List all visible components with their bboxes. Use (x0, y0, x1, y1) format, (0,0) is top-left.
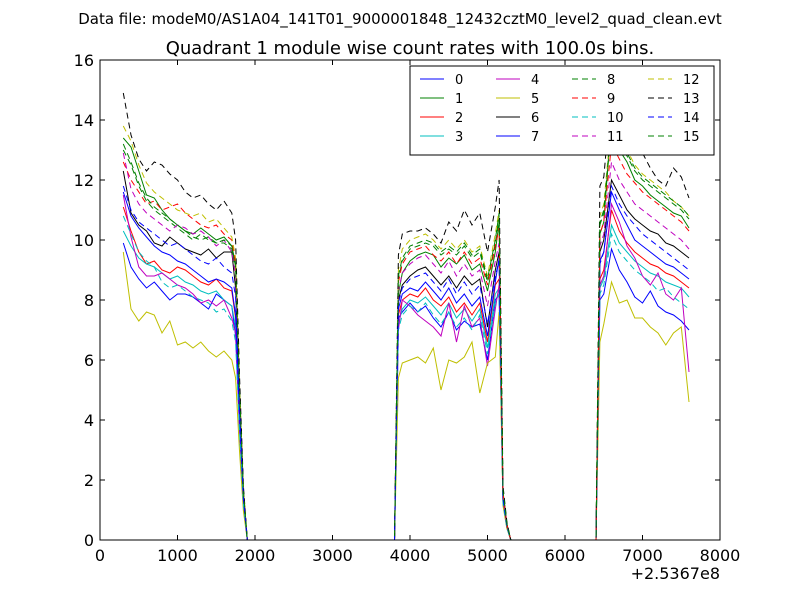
x-tick-label: 1000 (157, 546, 198, 565)
axis-layer: 0 1000 2000 3000 4000 5000 6000 7000 80000246810… (74, 51, 741, 565)
y-tick-label: 0 (84, 531, 94, 550)
series-line-5 (122, 251, 690, 540)
legend-label-15: 15 (683, 130, 700, 145)
series-layer (122, 89, 690, 540)
legend-label-3: 3 (455, 130, 463, 145)
y-tick-label: 8 (84, 291, 94, 310)
legend-label-0: 0 (455, 73, 463, 88)
legend-label-10: 10 (607, 111, 624, 126)
legend-label-2: 2 (455, 111, 463, 126)
x-tick-label: 4000 (390, 546, 431, 565)
x-offset-label: +2.5367e8 (631, 564, 720, 583)
series-line-12 (122, 119, 690, 540)
series-line-3 (122, 223, 690, 540)
legend-label-7: 7 (531, 130, 539, 145)
series-line-2 (122, 206, 690, 540)
y-tick-label: 4 (84, 411, 94, 430)
series-line-4 (122, 194, 690, 540)
y-tick-label: 2 (84, 471, 94, 490)
legend-label-8: 8 (607, 73, 615, 88)
legend-label-11: 11 (607, 130, 624, 145)
x-tick-label: 2000 (235, 546, 276, 565)
y-tick-label: 16 (74, 51, 94, 70)
legend-label-13: 13 (683, 92, 700, 107)
y-tick-label: 12 (74, 171, 94, 190)
legend-label-12: 12 (683, 73, 700, 88)
x-tick-label: 3000 (312, 546, 353, 565)
x-tick-label: 0 (95, 546, 105, 565)
series-line-13 (122, 89, 690, 540)
x-tick-label: 8000 (700, 546, 741, 565)
y-tick-label: 14 (74, 111, 94, 130)
series-line-0 (122, 242, 690, 540)
legend-label-1: 1 (455, 92, 463, 107)
x-tick-label: 6000 (545, 546, 586, 565)
series-line-14 (122, 184, 690, 540)
x-tick-label: 5000 (467, 546, 508, 565)
series-line-1 (122, 116, 690, 540)
chart-suptitle: Data file: modeM0/AS1A04_141T01_90000018… (78, 10, 722, 29)
x-tick-label: 7000 (622, 546, 663, 565)
legend-label-6: 6 (531, 111, 539, 126)
legend-label-9: 9 (607, 92, 615, 107)
legend-label-5: 5 (531, 92, 539, 107)
legend-label-14: 14 (683, 111, 700, 126)
legend-label-4: 4 (531, 73, 539, 88)
series-line-6 (122, 170, 690, 540)
series-line-7 (122, 190, 690, 540)
chart-title: Quadrant 1 module wise count rates with … (166, 38, 655, 59)
series-line-8 (122, 125, 690, 540)
y-tick-label: 6 (84, 351, 94, 370)
legend-box (409, 65, 715, 156)
series-line-10 (122, 215, 690, 540)
y-tick-label: 10 (74, 231, 94, 250)
series-line-15 (122, 122, 690, 540)
